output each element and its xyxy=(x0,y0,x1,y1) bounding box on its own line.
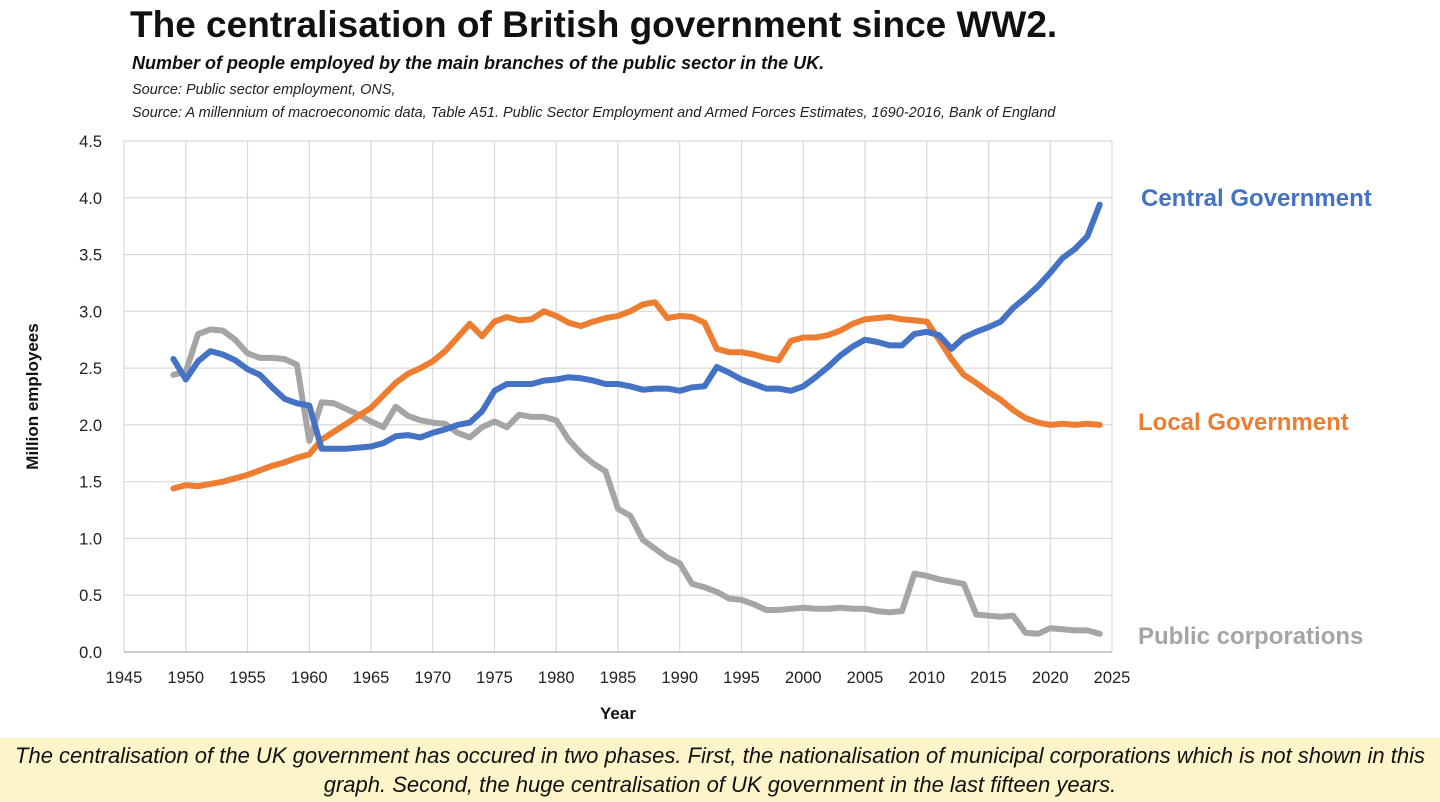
y-tick-label: 0.0 xyxy=(79,644,102,662)
x-tick-label: 1985 xyxy=(600,669,637,687)
chart-title: The centralisation of British government… xyxy=(130,4,1058,45)
y-tick-label: 4.5 xyxy=(79,133,102,151)
x-axis-title: Year xyxy=(600,704,636,723)
y-tick-label: 1.0 xyxy=(79,530,102,548)
y-tick-label: 3.5 xyxy=(79,247,102,265)
x-tick-label: 1965 xyxy=(353,669,390,687)
x-tick-label: 2015 xyxy=(970,669,1007,687)
x-tick-label: 2020 xyxy=(1032,669,1069,687)
y-tick-label: 2.5 xyxy=(79,360,102,378)
source-note-boe: Source: A millennium of macroeconomic da… xyxy=(132,105,1056,121)
chart-subtitle: Number of people employed by the main br… xyxy=(132,53,825,73)
x-tick-label: 1960 xyxy=(291,669,328,687)
x-tick-label: 2025 xyxy=(1094,669,1131,687)
x-tick-label: 1975 xyxy=(476,669,513,687)
series-label-local-government: Local Government xyxy=(1138,409,1349,436)
x-tick-label: 2010 xyxy=(908,669,945,687)
caption-bar: The centralisation of the UK government … xyxy=(0,738,1440,802)
y-tick-label: 3.0 xyxy=(79,303,102,321)
x-tick-label: 1990 xyxy=(661,669,698,687)
series-label-public-corporations: Public corporations xyxy=(1138,623,1363,650)
x-tick-label: 1970 xyxy=(414,669,451,687)
x-tick-label: 1980 xyxy=(538,669,575,687)
x-tick-label: 1945 xyxy=(106,669,143,687)
x-tick-label: 2005 xyxy=(847,669,884,687)
y-tick-label: 4.0 xyxy=(79,190,102,208)
source-note-ons: Source: Public sector employment, ONS, xyxy=(132,82,396,98)
y-tick-label: 1.5 xyxy=(79,474,102,492)
x-tick-label: 1950 xyxy=(167,669,204,687)
series-line-public-corporations xyxy=(170,326,1103,637)
line-chart: 1945 1950 1955 1960 1965 1970 1975 1980 1985 1990… xyxy=(23,133,1372,723)
caption-text: The centralisation of the UK government … xyxy=(15,743,1425,797)
x-tick-label: 1995 xyxy=(723,669,760,687)
series-line-local-government xyxy=(170,299,1103,492)
y-tick-label: 2.0 xyxy=(79,417,102,435)
x-tick-label: 1955 xyxy=(229,669,266,687)
y-tick-label: 0.5 xyxy=(79,587,102,605)
chart-panel: The centralisation of British government… xyxy=(0,0,1440,738)
x-tick-label: 2000 xyxy=(785,669,822,687)
series-line-central-government xyxy=(170,201,1103,452)
series-label-central-government: Central Government xyxy=(1141,185,1372,212)
y-axis-title: Million employees xyxy=(23,323,42,469)
